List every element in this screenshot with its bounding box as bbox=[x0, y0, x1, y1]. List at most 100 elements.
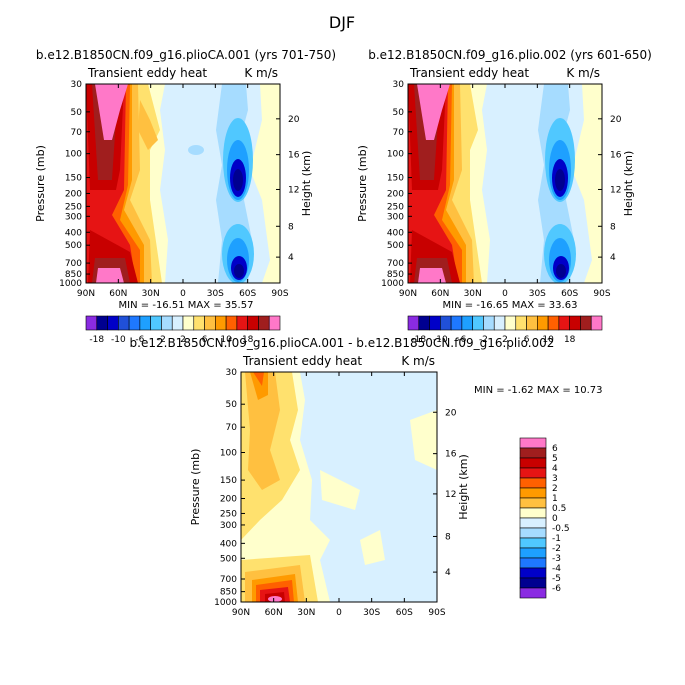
colorbar-swatch bbox=[128, 315, 141, 331]
colorbar-label: -18 bbox=[411, 335, 426, 345]
colorbar-swatch bbox=[204, 315, 216, 331]
panel-c-right-label: K m/s bbox=[401, 354, 435, 368]
colorbar-swatch bbox=[547, 315, 560, 331]
colorbar-swatch bbox=[519, 577, 547, 589]
colorbar-label: 0 bbox=[552, 514, 558, 524]
colorbar-label: 6 bbox=[202, 335, 208, 345]
colorbar-swatch bbox=[519, 587, 547, 599]
height-axis-label: Height (km) bbox=[457, 454, 470, 520]
y-tick-label: 1000 bbox=[59, 279, 82, 289]
colorbar-label: -6 bbox=[457, 335, 466, 345]
x-tick-label: 90N bbox=[232, 608, 250, 618]
colorbar-swatch bbox=[161, 315, 173, 331]
colorbar-label: 2 bbox=[502, 335, 508, 345]
y-tick-label: 300 bbox=[220, 521, 237, 531]
panel-a-right-label: K m/s bbox=[244, 66, 278, 80]
colorbar-swatch bbox=[519, 437, 547, 449]
colorbar-label: -18 bbox=[89, 335, 104, 345]
panel-c-title: b.e12.B1850CN.f09_g16.plioCA.001 - b.e12… bbox=[130, 336, 555, 350]
y-tick-label: 150 bbox=[65, 174, 82, 184]
colorbar-label: 6 bbox=[552, 444, 558, 454]
colorbar-swatch bbox=[558, 315, 570, 331]
y-tick-label: 850 bbox=[220, 588, 237, 598]
colorbar-label: 0.5 bbox=[552, 504, 566, 514]
colorbar-label: -6 bbox=[552, 584, 561, 594]
x-tick-label: 90N bbox=[399, 289, 417, 299]
colorbar-label: -0.5 bbox=[552, 524, 570, 534]
height-tick-label: 4 bbox=[610, 253, 616, 263]
colorbar-swatch bbox=[225, 315, 238, 331]
colorbar-swatch bbox=[519, 467, 547, 479]
panel-a-stats: MIN = -16.51 MAX = 35.57 bbox=[119, 300, 254, 311]
y-tick-label: 70 bbox=[226, 423, 238, 433]
x-tick-label: 0 bbox=[180, 289, 186, 299]
colorbar-label: 2 bbox=[180, 335, 186, 345]
y-tick-label: 250 bbox=[65, 202, 82, 212]
colorbar-swatch bbox=[215, 315, 227, 331]
panel-b-title: b.e12.B1850CN.f09_g16.plio.002 (yrs 601-… bbox=[368, 48, 652, 62]
colorbar-swatch bbox=[139, 315, 151, 331]
height-tick-label: 12 bbox=[288, 185, 299, 195]
colorbar-label: -4 bbox=[552, 564, 561, 574]
colorbar-swatch bbox=[519, 497, 547, 509]
x-tick-label: 30S bbox=[363, 608, 380, 618]
height-tick-label: 8 bbox=[288, 222, 294, 232]
colorbar-swatch bbox=[418, 315, 430, 331]
colorbar-swatch bbox=[580, 315, 592, 331]
panel-b-left-label: Transient eddy heat bbox=[409, 66, 529, 80]
colorbar-label: -10 bbox=[111, 335, 126, 345]
y-tick-label: 70 bbox=[393, 128, 405, 138]
colorbar-label: 6 bbox=[524, 335, 530, 345]
colorbar-swatch bbox=[519, 457, 547, 469]
colorbar-label: -1 bbox=[552, 534, 561, 544]
colorbar-label: -2 bbox=[157, 335, 166, 345]
x-tick-label: 30N bbox=[464, 289, 482, 299]
y-axis-label: Pressure (mb) bbox=[189, 449, 202, 526]
x-tick-label: 90S bbox=[428, 608, 445, 618]
colorbar-swatch bbox=[440, 315, 452, 331]
y-tick-label: 100 bbox=[387, 150, 404, 160]
x-tick-label: 0 bbox=[502, 289, 508, 299]
x-tick-label: 90S bbox=[271, 289, 288, 299]
colorbar-label: -2 bbox=[479, 335, 488, 345]
colorbar-swatch bbox=[182, 315, 195, 331]
y-tick-label: 400 bbox=[387, 228, 404, 238]
colorbar-swatch bbox=[247, 315, 259, 331]
colorbar-swatch bbox=[519, 567, 547, 579]
panel-a-title: b.e12.B1850CN.f09_g16.plioCA.001 (yrs 70… bbox=[36, 48, 336, 62]
colorbar-swatch bbox=[519, 557, 547, 569]
y-tick-label: 100 bbox=[220, 449, 237, 459]
x-tick-label: 60S bbox=[561, 289, 578, 299]
panel-a-left-label: Transient eddy heat bbox=[87, 66, 207, 80]
panel-c-stats: MIN = -1.62 MAX = 10.73 bbox=[474, 385, 603, 396]
x-tick-label: 0 bbox=[336, 608, 342, 618]
height-tick-label: 12 bbox=[610, 185, 621, 195]
y-tick-label: 150 bbox=[220, 476, 237, 486]
colorbar-swatch bbox=[407, 315, 420, 331]
panel-b-axes: 90N 60N 30N 0 30S 60S 90S 30 50 70 100 150 200 250300… bbox=[356, 80, 635, 299]
panel-c-field bbox=[241, 372, 437, 602]
colorbar-swatch bbox=[519, 507, 547, 519]
y-tick-label: 50 bbox=[226, 400, 238, 410]
x-tick-label: 60N bbox=[265, 608, 283, 618]
colorbar-swatch bbox=[519, 547, 547, 559]
y-tick-label: 50 bbox=[71, 108, 83, 118]
colorbar-label: 4 bbox=[552, 464, 558, 474]
figure-title: DJF bbox=[329, 13, 355, 32]
x-tick-label: 30N bbox=[297, 608, 315, 618]
y-tick-label: 700 bbox=[220, 575, 237, 585]
y-tick-label: 200 bbox=[220, 495, 237, 505]
colorbar-swatch bbox=[461, 315, 473, 331]
colorbar-swatch bbox=[107, 315, 119, 331]
panel-b-stats: MIN = -16.65 MAX = 33.63 bbox=[443, 300, 578, 311]
colorbar-swatch bbox=[537, 315, 549, 331]
panel-a: b.e12.B1850CN.f09_g16.plioCA.001 (yrs 70… bbox=[34, 48, 336, 345]
colorbar-swatch bbox=[85, 315, 98, 331]
colorbar-swatch bbox=[171, 315, 184, 331]
y-tick-label: 250 bbox=[387, 202, 404, 212]
y-tick-label: 300 bbox=[387, 212, 404, 222]
colorbar-label: 10 bbox=[220, 335, 232, 345]
y-tick-label: 30 bbox=[71, 80, 83, 90]
y-tick-label: 400 bbox=[65, 228, 82, 238]
